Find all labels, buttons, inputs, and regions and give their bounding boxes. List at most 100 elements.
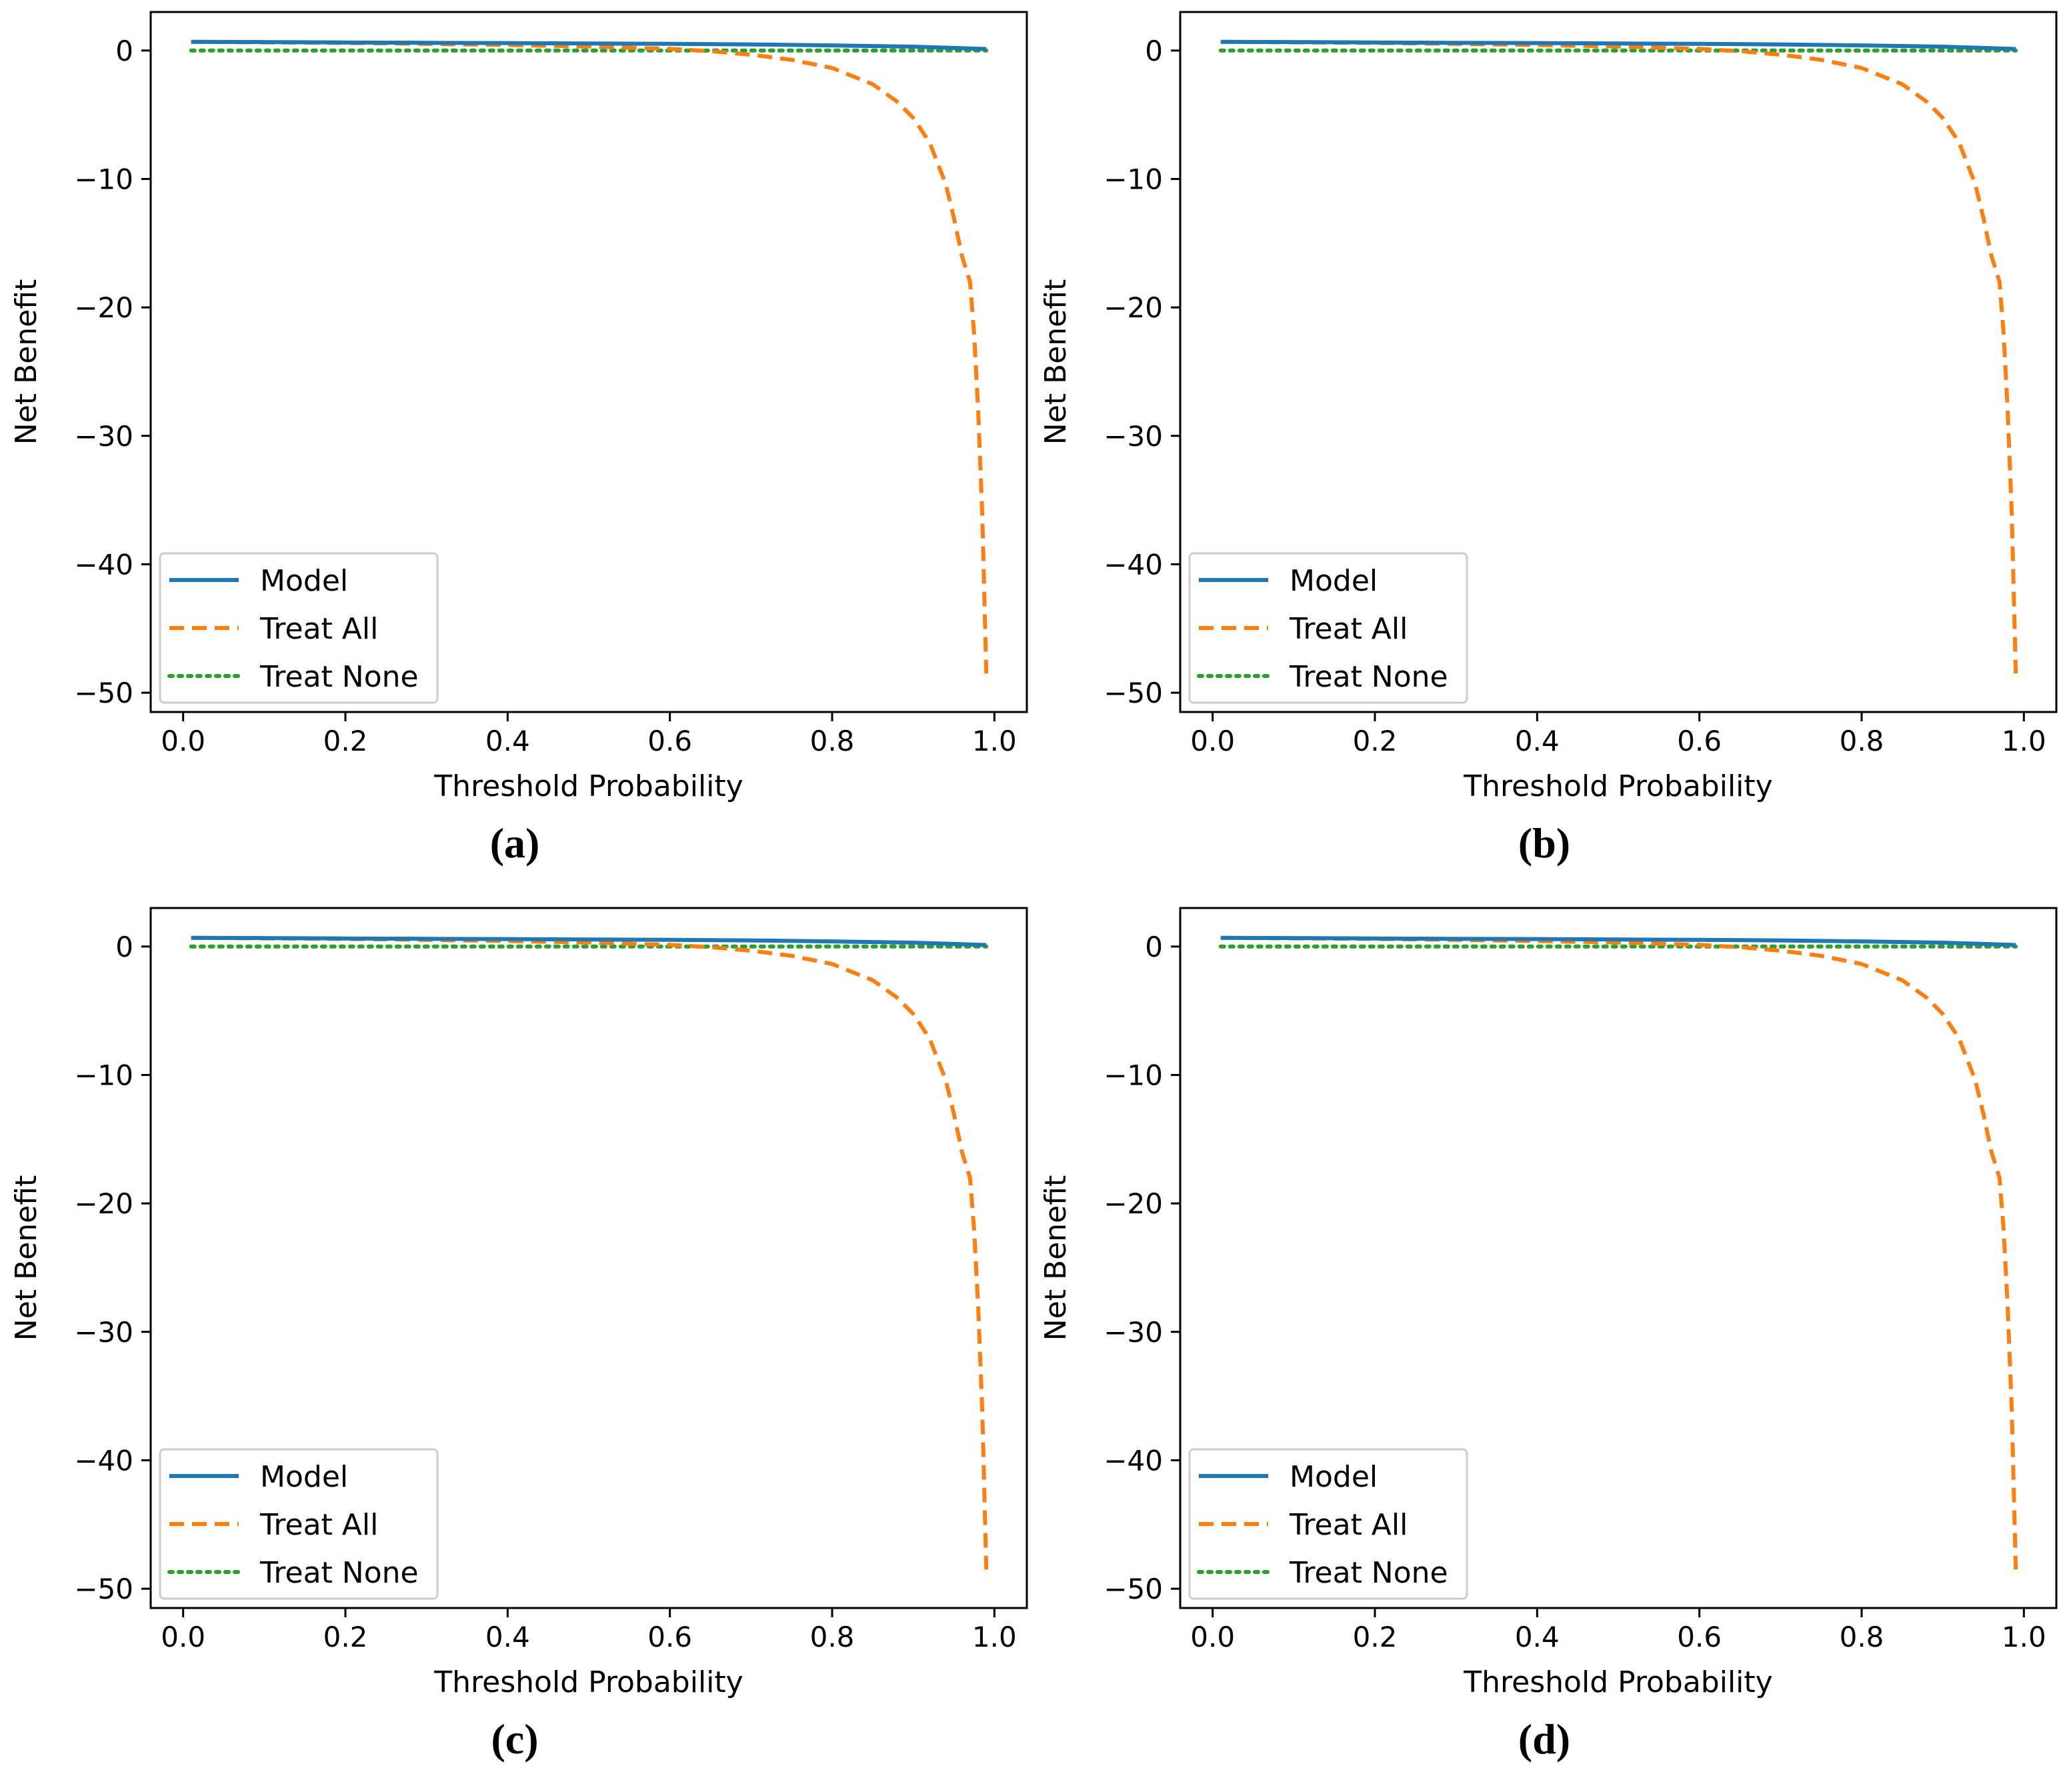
y-tick-label: −40 [74,548,133,581]
legend-box [1188,552,1468,704]
y-tick-label: −10 [74,163,133,195]
y-tick-label: 0 [115,931,133,963]
y-tick-label: −10 [1104,163,1163,195]
x-tick-label: 0.8 [1840,725,1884,757]
axes-frame [1179,11,2058,713]
x-tick-label: 0.2 [323,725,368,757]
x-tick-label: 0.4 [1515,1621,1560,1653]
y-tick-label: −30 [1104,1316,1163,1349]
y-tick-label: −40 [1104,548,1163,581]
legend: Model Treat All Treat None [159,1448,439,1600]
x-tick-label: 1.0 [2002,725,2046,757]
x-axis: 0.0 0.2 0.4 0.6 0.8 1.0 [1190,1608,2046,1653]
legend-label: Model [1290,564,1378,598]
panel-a: 0.0 0.2 0.4 0.6 0.8 1.0 0 −10 −20 −30 −40 −50 Thresh… [0,0,1030,896]
panel-caption: (b) [1518,819,1571,867]
x-axis-label: Threshold Probability [1463,1665,1772,1699]
legend-label: Treat None [1289,660,1448,694]
x-tick-label: 0.2 [1353,1621,1398,1653]
legend: Model Treat All Treat None [159,552,439,704]
legend-label: Model [260,564,348,598]
x-tick-label: 0.0 [161,725,205,757]
treat-all-line [1220,39,2018,674]
y-axis: 0 −10 −20 −30 −40 −50 [74,931,151,1605]
legend-label: Treat None [259,660,419,694]
x-axis: 0.0 0.2 0.4 0.6 0.8 1.0 [161,1608,1017,1653]
y-tick-label: 0 [1145,931,1163,963]
y-tick-label: −30 [74,420,133,453]
legend-box [159,552,439,704]
x-tick-label: 0.6 [1677,725,1722,757]
y-tick-label: −40 [74,1444,133,1477]
legend: Model Treat All Treat None [1188,552,1468,704]
x-tick-label: 0.6 [647,725,692,757]
x-tick-label: 0.2 [323,1621,368,1653]
x-axis-label: Threshold Probability [1463,769,1772,803]
x-axis: 0.0 0.2 0.4 0.6 0.8 1.0 [1190,712,2046,757]
y-tick-label: −20 [1104,1187,1163,1220]
x-axis-label: Threshold Probability [433,769,743,803]
y-tick-label: −10 [1104,1059,1163,1091]
y-axis: 0 −10 −20 −30 −40 −50 [1104,35,1180,709]
y-tick-label: −20 [74,1187,133,1220]
y-tick-label: −20 [1104,291,1163,324]
y-axis-label: Net Benefit [9,1175,43,1341]
treat-all-line [191,39,989,674]
model-line [191,935,987,947]
x-tick-label: 0.6 [1677,1621,1722,1653]
y-tick-label: −40 [1104,1444,1163,1477]
series-group [1218,935,2018,1570]
panel-caption: (d) [1518,1715,1571,1763]
panel-d: 0.0 0.2 0.4 0.6 0.8 1.0 0 −10 −20 −30 −40 −50 Thresh… [1030,896,2059,1792]
series-group [189,39,989,674]
x-tick-label: 0.0 [1190,725,1235,757]
y-tick-label: 0 [115,35,133,67]
y-tick-label: 0 [1145,35,1163,67]
panel-caption: (a) [489,819,540,867]
y-tick-label: −50 [74,677,133,709]
legend-label: Treat All [1289,1508,1408,1542]
treat-all-line [191,935,989,1570]
x-tick-label: 0.8 [810,1621,855,1653]
y-tick-label: −50 [1104,1573,1163,1605]
axes-frame [149,907,1028,1609]
series-group [189,935,989,1570]
y-axis: 0 −10 −20 −30 −40 −50 [1104,931,1180,1605]
y-tick-label: −10 [74,1059,133,1091]
legend-box [159,1448,439,1600]
legend-box [1188,1448,1468,1600]
chart-d: 0.0 0.2 0.4 0.6 0.8 1.0 0 −10 −20 −30 −40 −50 Thresh… [1039,907,2058,1699]
panel-c: 0.0 0.2 0.4 0.6 0.8 1.0 0 −10 −20 −30 −40 −50 Thresh… [0,896,1030,1792]
legend-label: Treat None [1289,1556,1448,1590]
y-tick-label: −30 [1104,420,1163,453]
x-tick-label: 1.0 [2002,1621,2046,1653]
panel-b: 0.0 0.2 0.4 0.6 0.8 1.0 0 −10 −20 −30 −40 −50 Thresh… [1030,0,2059,896]
chart-a: 0.0 0.2 0.4 0.6 0.8 1.0 0 −10 −20 −30 −40 −50 Thresh… [9,11,1028,803]
legend-label: Treat All [259,612,378,646]
legend-label: Treat All [1289,612,1408,646]
legend-label: Model [1290,1460,1378,1494]
x-tick-label: 0.8 [810,725,855,757]
x-axis-label: Threshold Probability [433,1665,743,1699]
treat-all-line [1220,935,2018,1570]
legend-label: Treat All [259,1508,378,1542]
series-group [1218,39,2018,674]
legend-label: Model [260,1460,348,1494]
model-line [1220,935,2016,947]
y-tick-label: −50 [74,1573,133,1605]
x-tick-label: 1.0 [972,725,1017,757]
legend-label: Treat None [259,1556,419,1590]
x-tick-label: 0.0 [1190,1621,1235,1653]
x-tick-label: 0.2 [1353,725,1398,757]
panel-caption: (c) [491,1715,539,1763]
y-axis-label: Net Benefit [1039,279,1073,445]
y-axis: 0 −10 −20 −30 −40 −50 [74,35,151,709]
x-tick-label: 0.8 [1840,1621,1884,1653]
axes-frame [1179,907,2058,1609]
x-tick-label: 0.4 [485,725,530,757]
legend: Model Treat All Treat None [1188,1448,1468,1600]
model-line [1220,39,2016,51]
model-line [191,39,987,51]
x-tick-label: 0.4 [485,1621,530,1653]
